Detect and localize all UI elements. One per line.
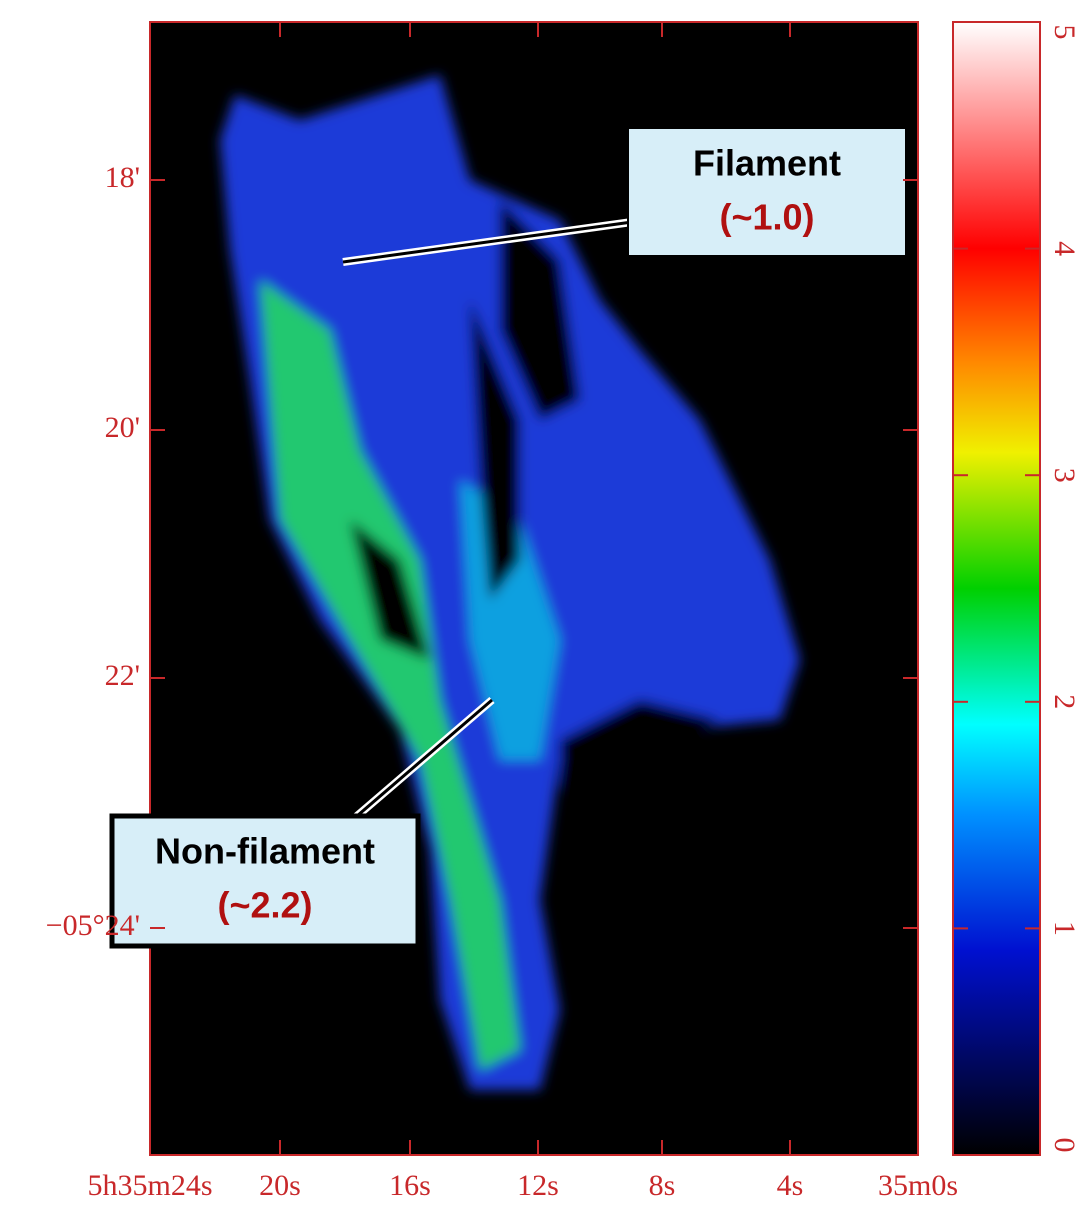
x-tick-label: 20s xyxy=(259,1169,301,1202)
colorbar-tick-label: 5 xyxy=(1048,25,1081,40)
y-tick-label: −05°24' xyxy=(46,909,140,942)
y-tick-label: 18' xyxy=(105,161,140,194)
annotation-value: (~1.0) xyxy=(719,197,814,238)
annotation-title: Filament xyxy=(693,143,841,184)
colorbar-tick-label: 4 xyxy=(1048,241,1081,256)
colorbar-tick-label: 3 xyxy=(1048,468,1081,483)
annotation-value: (~2.2) xyxy=(217,885,312,926)
x-tick-label: 16s xyxy=(389,1169,431,1202)
x-tick-label: 35m0s xyxy=(878,1169,958,1202)
y-tick-label: 22' xyxy=(105,659,140,692)
x-tick-label: 4s xyxy=(777,1169,804,1202)
x-tick-label: 8s xyxy=(649,1169,676,1202)
figure: Filament (~1.0) Non-filament (~2.2) 5h35m24… xyxy=(0,0,1092,1210)
colorbar-tick-label: 2 xyxy=(1048,694,1081,709)
colorbar-tick-label: 0 xyxy=(1048,1138,1081,1153)
x-tick-label: 5h35m24s xyxy=(87,1169,212,1202)
x-tick-label: 12s xyxy=(517,1169,559,1202)
colorbar-tick-label: 1 xyxy=(1048,921,1081,936)
colorbar xyxy=(953,22,1040,1155)
y-tick-label: 20' xyxy=(105,411,140,444)
annotation-title: Non-filament xyxy=(155,831,375,872)
